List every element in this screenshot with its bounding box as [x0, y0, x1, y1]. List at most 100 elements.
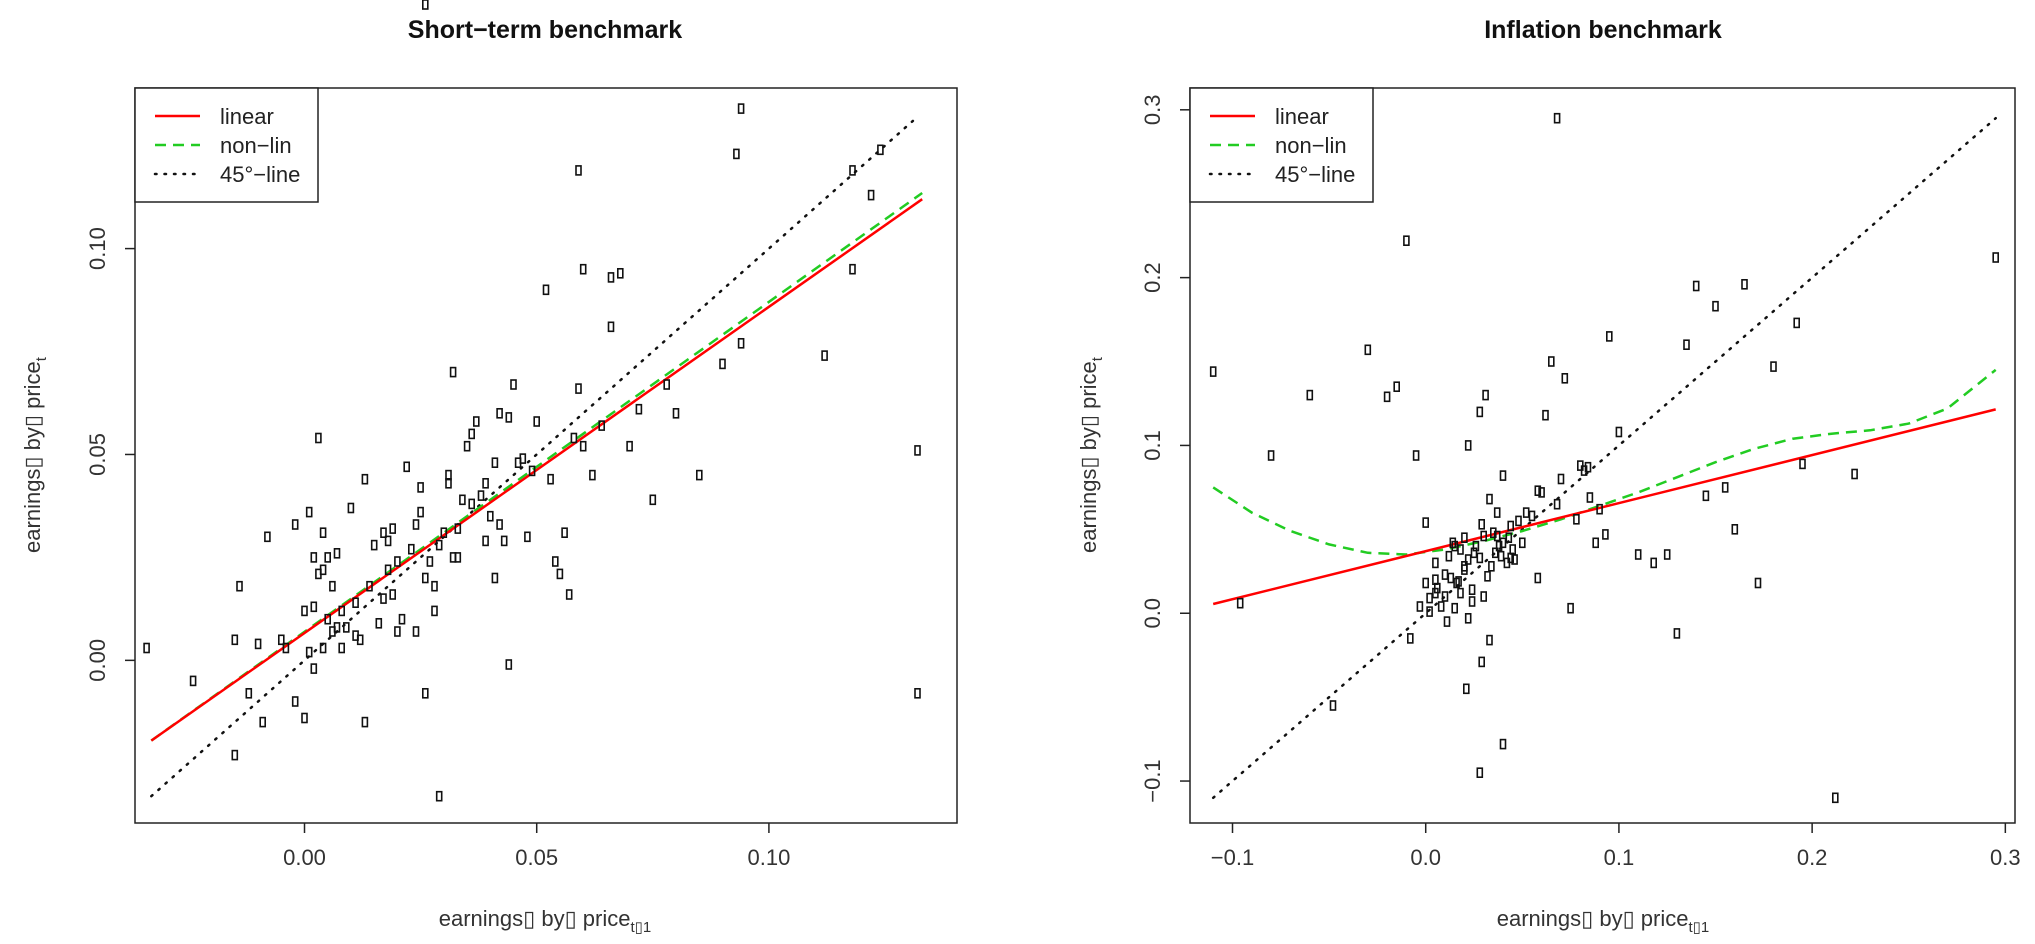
data-point [431, 580, 438, 592]
data-point [1461, 532, 1468, 544]
data-point [598, 420, 606, 431]
data-point [1486, 634, 1493, 646]
data-point [324, 552, 332, 563]
data-point [575, 165, 582, 176]
data-point [319, 642, 327, 654]
series-line-45-line [150, 119, 915, 798]
y-tick-label: 0.0 [1140, 598, 1165, 629]
data-point [547, 473, 554, 485]
series-line-nonlin [150, 191, 923, 742]
panel-inflation: Inflation benchmark −0.1 0.0 0.1 0.2 0.3−0.1… [1076, 16, 2021, 936]
data-point [1236, 597, 1244, 609]
data-point [1557, 473, 1565, 485]
data-point [649, 494, 657, 506]
data-point [1478, 656, 1485, 668]
data-point [877, 144, 884, 156]
data-point [412, 626, 420, 637]
x-axis-label: earnings▯ by▯ pricet▯1 [1497, 906, 1710, 936]
y-tick-label: 0.05 [85, 433, 110, 476]
data-point [1383, 391, 1391, 403]
data-point [301, 605, 308, 617]
data-point [361, 473, 369, 485]
data-point [867, 189, 875, 201]
data-point [384, 564, 392, 576]
data-point [1441, 569, 1449, 580]
data-point [421, 572, 429, 584]
data-point [589, 469, 596, 481]
data-point [626, 440, 633, 452]
data-point [398, 613, 406, 625]
data-point [319, 564, 327, 576]
data-point [1493, 530, 1501, 542]
data-point [291, 696, 299, 707]
data-point [1476, 767, 1484, 779]
data-point [1426, 592, 1433, 604]
data-point [575, 383, 582, 394]
data-point [1573, 513, 1580, 525]
data-point [1586, 492, 1594, 503]
data-point [1476, 552, 1484, 564]
data-point [291, 519, 299, 530]
x-axis-label-main: earnings▯ by▯ price [1497, 906, 1689, 931]
data-point [1455, 576, 1462, 587]
data-point [570, 432, 578, 444]
axis-ticks: 0.00 0.05 0.10 0.00 0.05 0.10 [85, 227, 790, 870]
data-point [1731, 523, 1739, 535]
data-point [417, 482, 424, 493]
data-point [1437, 601, 1445, 612]
data-point [1306, 389, 1314, 401]
y-tick-label: 0.3 [1140, 95, 1165, 126]
data-point [1606, 331, 1613, 342]
data-point [468, 428, 476, 440]
data-point [1754, 577, 1762, 589]
data-point [231, 749, 239, 761]
legend-label-nonlin: non−lin [220, 133, 292, 158]
data-point [1488, 560, 1495, 572]
data-point [366, 580, 373, 592]
data-point [333, 622, 341, 633]
x-axis-label-main: earnings▯ by▯ price [439, 906, 631, 931]
legend-label-linear: linear [1275, 104, 1329, 129]
y-axis-label-main: earnings▯ by▯ price [20, 361, 45, 553]
x-tick-label: 0.1 [1604, 845, 1635, 870]
data-point [1416, 601, 1424, 612]
data-point [1561, 372, 1569, 384]
data-point [672, 407, 680, 419]
data-point [1441, 591, 1449, 602]
data-point [1519, 537, 1526, 549]
data-point [1592, 537, 1599, 549]
series-line-nonlin [1212, 368, 1997, 556]
data-point [333, 547, 341, 559]
data-point [394, 556, 401, 567]
data-point [1478, 518, 1485, 530]
axis-ticks: −0.1 0.0 0.1 0.2 0.3 −0.1 0.0 0.1 0.2 0.3 [1140, 95, 2021, 870]
data-point [231, 634, 239, 646]
x-tick-label: 0.00 [283, 845, 326, 870]
chart-title-inflation: Inflation benchmark [1484, 16, 1722, 44]
fit-lines [150, 119, 923, 798]
data-point [1505, 532, 1513, 544]
data-point [329, 580, 336, 592]
data-point [1712, 300, 1719, 312]
y-axis-label: earnings▯ by▯ pricet [1076, 356, 1106, 553]
x-axis-label-subscript: t▯1 [1688, 919, 1709, 936]
data-point [737, 103, 745, 114]
data-point [1721, 482, 1729, 493]
panel-short-term: Short−term benchmark 0.00 0.05 0.100.000.0… [20, 0, 958, 936]
legend-label-45-line: 45°−line [220, 162, 300, 187]
data-point [1567, 602, 1574, 614]
data-point [1497, 550, 1505, 562]
data-point [579, 440, 587, 452]
data-point [463, 440, 471, 452]
data-point [259, 716, 267, 728]
y-axis-label-main: earnings▯ by▯ price [1076, 361, 1101, 553]
data-point [1463, 683, 1470, 695]
data-point [1673, 628, 1681, 639]
data-point [1468, 584, 1476, 596]
data-point [356, 634, 364, 646]
data-point [1507, 520, 1514, 532]
data-point [1534, 572, 1542, 584]
data-point [1663, 549, 1671, 560]
data-point [1615, 426, 1623, 438]
data-point [1832, 792, 1839, 804]
